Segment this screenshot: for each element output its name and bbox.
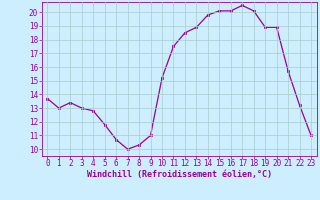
X-axis label: Windchill (Refroidissement éolien,°C): Windchill (Refroidissement éolien,°C) <box>87 170 272 179</box>
